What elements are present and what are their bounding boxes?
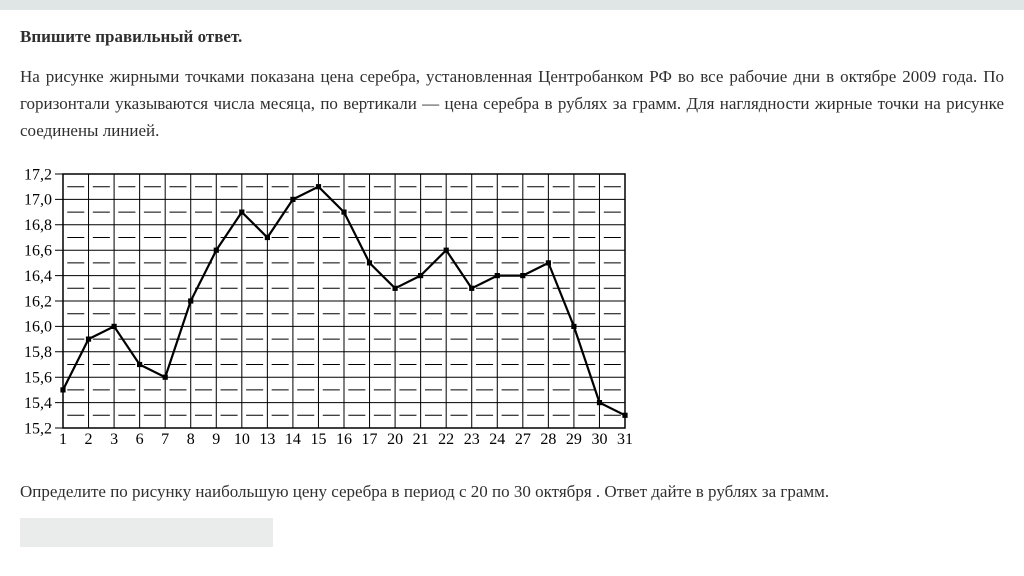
y-axis-tick-label: 15,6	[24, 369, 52, 386]
y-axis-tick-label: 15,8	[24, 344, 52, 361]
data-point-marker	[596, 400, 603, 406]
data-point-marker	[571, 323, 577, 329]
data-point-marker	[188, 298, 194, 304]
x-axis-tick-label: 14	[285, 431, 301, 448]
x-axis-tick-label: 31	[617, 431, 633, 448]
y-axis-tick-label: 16,4	[24, 268, 52, 285]
data-point-marker	[494, 273, 500, 279]
data-point-marker	[469, 285, 475, 291]
x-axis-tick-label: 16	[336, 431, 352, 448]
page-title: Впишите правильный ответ.	[20, 27, 243, 46]
data-point-marker	[341, 209, 347, 215]
data-point-marker	[520, 273, 526, 279]
answer-input[interactable]	[20, 518, 273, 547]
x-axis-tick-label: 13	[259, 431, 275, 448]
x-axis-tick-label: 3	[110, 431, 118, 448]
question-text: Определите по рисунку наибольшую цену се…	[20, 482, 830, 501]
x-axis-tick-label: 28	[540, 431, 556, 448]
data-point-marker	[418, 273, 424, 279]
y-axis-tick-label: 17,2	[24, 166, 52, 183]
x-axis-tick-label: 27	[515, 431, 531, 448]
x-axis-tick-label: 20	[387, 431, 403, 448]
data-point-marker	[366, 260, 373, 266]
data-point-marker	[111, 323, 117, 329]
data-point-marker	[443, 247, 449, 253]
data-point-marker	[622, 412, 628, 418]
y-axis-tick-label: 15,4	[24, 395, 52, 412]
data-point-marker	[545, 260, 551, 266]
data-point-marker	[290, 196, 296, 202]
y-axis-tick-label: 16,2	[24, 293, 52, 310]
x-axis-tick-label: 15	[310, 431, 326, 448]
x-axis-tick-label: 10	[234, 431, 250, 448]
x-axis-tick-label: 23	[464, 431, 480, 448]
x-axis-tick-label: 30	[591, 431, 607, 448]
y-axis-tick-label: 16,8	[24, 217, 52, 234]
data-point-marker	[60, 387, 66, 393]
y-axis-tick-label: 16,0	[24, 319, 52, 336]
y-axis-tick-label: 16,6	[24, 242, 52, 259]
x-axis-tick-label: 8	[187, 431, 195, 448]
data-point-marker	[239, 209, 245, 215]
silver-price-chart: 15,2 15,4 15,6 15,8 16,0 16,2 16,4 16,6 16,8 17,0…	[24, 166, 633, 448]
top-bar	[0, 0, 1024, 10]
x-axis-tick-label: 9	[212, 431, 220, 448]
x-axis-tick-label: 29	[566, 431, 582, 448]
x-axis-tick-label: 22	[438, 431, 454, 448]
data-point-marker	[137, 361, 143, 368]
data-point-marker	[264, 234, 270, 241]
x-axis-tick-label: 2	[85, 431, 93, 448]
data-point-marker	[213, 247, 219, 253]
x-axis-tick-label: 17	[362, 431, 378, 448]
y-axis-tick-label: 15,2	[24, 420, 52, 437]
data-point-marker	[315, 184, 322, 190]
data-point-marker	[162, 374, 168, 380]
x-axis-tick-label: 24	[489, 431, 505, 448]
data-point-marker	[392, 285, 398, 291]
plot-border	[62, 173, 626, 429]
x-axis-tick-label: 1	[59, 431, 67, 448]
x-axis-tick-label: 21	[413, 431, 429, 448]
x-axis-tick-label: 6	[136, 431, 144, 448]
y-axis-tick-label: 17,0	[24, 192, 52, 209]
x-axis-tick-label: 7	[161, 431, 169, 448]
problem-text: На рисунке жирными точками показана цена…	[20, 67, 1004, 140]
data-point-marker	[85, 336, 92, 342]
